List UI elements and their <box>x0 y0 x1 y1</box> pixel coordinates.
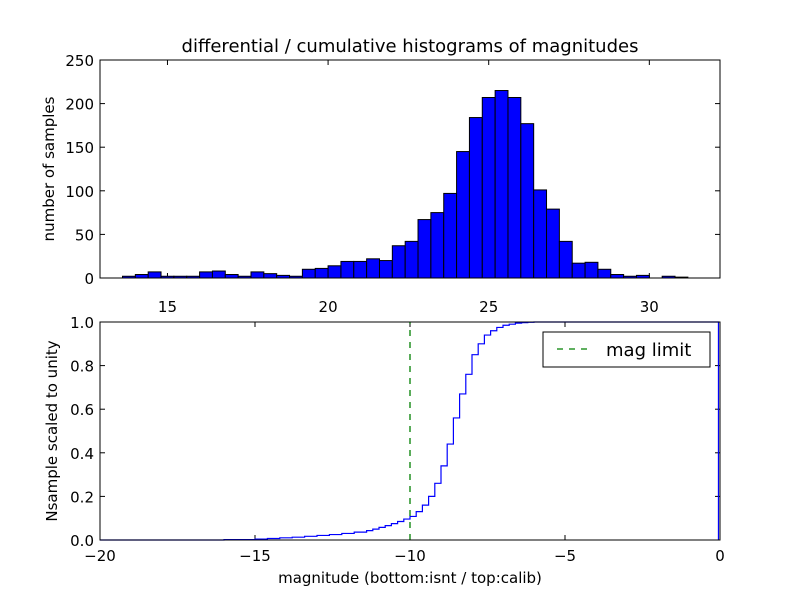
histogram-bar <box>468 117 483 279</box>
histogram-bar <box>314 267 329 279</box>
y-tick-label: 1.0 <box>70 314 94 332</box>
x-tick-label: 20 <box>319 298 338 316</box>
y-tick-label: 0 <box>84 270 94 288</box>
histogram-bar <box>546 208 560 279</box>
histogram-bar <box>597 268 612 279</box>
histogram-bar <box>507 96 522 279</box>
y-tick-label: 100 <box>65 183 94 201</box>
y-tick-label: 0.6 <box>70 401 94 419</box>
histogram-bar <box>456 151 470 279</box>
histogram-bar <box>481 96 496 279</box>
x-tick-label: 15 <box>158 298 177 316</box>
histogram-bar <box>224 274 239 279</box>
histogram-bar <box>327 265 342 279</box>
histogram-bar <box>391 245 406 279</box>
histogram-bar <box>199 271 213 279</box>
histogram-bar <box>443 192 458 279</box>
top-plot-frame <box>99 59 721 279</box>
bottom-y-axis-label: Nsample scaled to unity <box>43 340 61 521</box>
y-tick-label: 250 <box>65 52 94 70</box>
x-tick-label: 25 <box>479 298 498 316</box>
top-histogram-panel: differential / cumulative histograms of … <box>40 36 721 316</box>
y-tick-label: 0.8 <box>70 358 94 376</box>
chart-title: differential / cumulative histograms of … <box>182 36 639 57</box>
histogram-bar <box>147 271 162 279</box>
bottom-plot-frame <box>99 321 721 541</box>
x-tick-label: −15 <box>239 547 271 565</box>
bottom-x-ticks: −20 −15 −10 −5 0 <box>84 322 725 565</box>
cumulative-lines <box>100 321 720 541</box>
x-tick-label: −10 <box>394 547 426 565</box>
y-tick-label: 200 <box>65 96 94 114</box>
histogram-bar <box>378 260 393 279</box>
y-tick-label: 0.4 <box>70 445 94 463</box>
histogram-bar <box>301 268 316 279</box>
histogram-bar <box>404 240 419 279</box>
legend-label: mag limit <box>606 340 691 361</box>
cumulative-step-line <box>100 321 720 541</box>
histogram-bar <box>494 90 509 279</box>
y-tick-label: 0.0 <box>70 532 94 550</box>
x-tick-label: −5 <box>554 547 576 565</box>
bottom-x-axis-label: magnitude (bottom:isnt / top:calib) <box>278 569 542 587</box>
histogram-bar <box>366 258 380 279</box>
histogram-bar <box>533 189 548 279</box>
histogram-bar <box>134 274 149 279</box>
histogram-bar <box>250 271 265 279</box>
histogram-bar <box>430 212 445 279</box>
x-tick-label: 0 <box>715 547 725 565</box>
histogram-bar <box>340 260 355 279</box>
histogram-bar <box>263 273 278 279</box>
y-tick-label: 50 <box>75 226 94 244</box>
top-x-ticks: 15 20 25 30 <box>158 60 659 316</box>
histogram-bar <box>571 262 586 279</box>
top-y-ticks: 0 50 100 150 200 250 <box>65 52 720 288</box>
histogram-bar <box>558 240 573 279</box>
x-tick-label: 30 <box>640 298 659 316</box>
bottom-cumulative-panel: Nsample scaled to unity magnitude (botto… <box>43 314 725 587</box>
y-tick-label: 0.2 <box>70 488 94 506</box>
bottom-y-ticks: 0.0 0.2 0.4 0.6 0.8 1.0 <box>70 314 720 550</box>
legend: mag limit <box>542 331 711 368</box>
x-tick-label: −20 <box>84 547 116 565</box>
histogram-bar <box>520 123 535 279</box>
histogram-bar <box>211 270 226 279</box>
histogram-bar <box>584 261 599 279</box>
histogram-bar <box>417 219 432 279</box>
y-tick-label: 150 <box>65 139 94 157</box>
histogram-bar <box>610 274 625 279</box>
histogram-bar <box>353 260 368 279</box>
top-y-axis-label: number of samples <box>40 96 58 241</box>
